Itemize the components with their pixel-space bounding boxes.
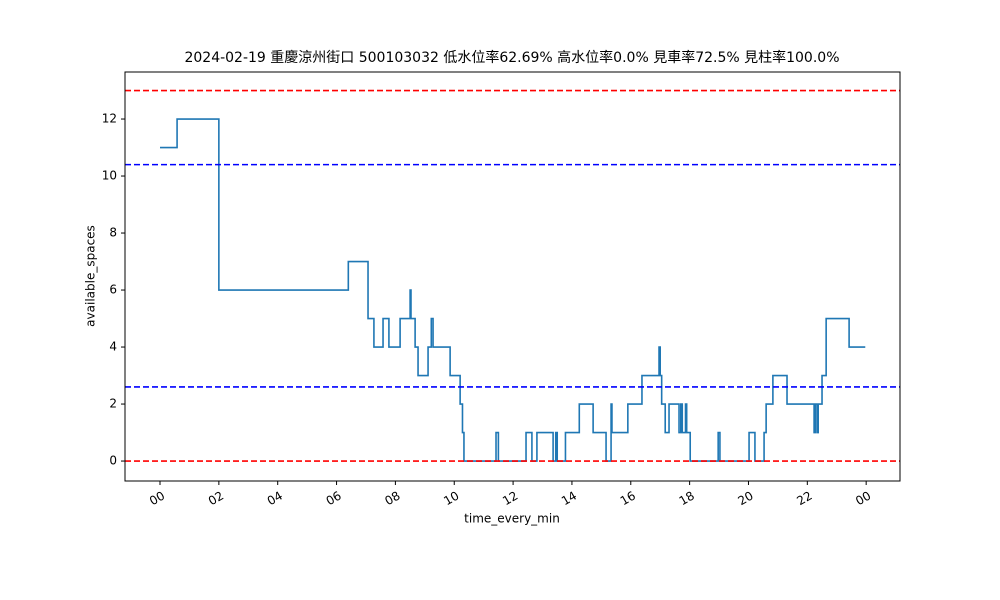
x-tick-label: 00 xyxy=(147,489,167,509)
x-tick-label: 20 xyxy=(735,489,755,509)
x-tick-label: 04 xyxy=(265,489,285,509)
x-tick-label: 22 xyxy=(794,489,814,509)
x-tick-label: 10 xyxy=(441,489,461,509)
x-tick-label: 12 xyxy=(500,489,520,509)
y-tick-label: 0 xyxy=(109,454,117,468)
chart-title: 2024-02-19 重慶涼州街口 500103032 低水位率62.69% 高… xyxy=(184,49,839,66)
y-tick-label: 2 xyxy=(109,397,117,411)
y-tick-label: 4 xyxy=(109,340,117,354)
x-tick-label: 16 xyxy=(618,489,638,509)
y-tick-label: 12 xyxy=(102,112,117,126)
x-axis-label: time_every_min xyxy=(464,512,560,526)
plot-frame xyxy=(124,71,901,482)
x-tick-label: 02 xyxy=(206,489,226,509)
x-tick-label: 14 xyxy=(559,489,579,509)
y-tick-label: 6 xyxy=(109,283,117,297)
y-axis-label: available_spaces xyxy=(84,225,98,327)
x-tick-label: 00 xyxy=(853,489,873,509)
series-line xyxy=(160,118,866,462)
x-tick-label: 18 xyxy=(677,489,697,509)
y-tick-label: 8 xyxy=(109,226,117,240)
y-tick-label: 10 xyxy=(102,169,117,183)
x-tick-label: 08 xyxy=(382,489,402,509)
x-tick-label: 06 xyxy=(324,489,344,509)
